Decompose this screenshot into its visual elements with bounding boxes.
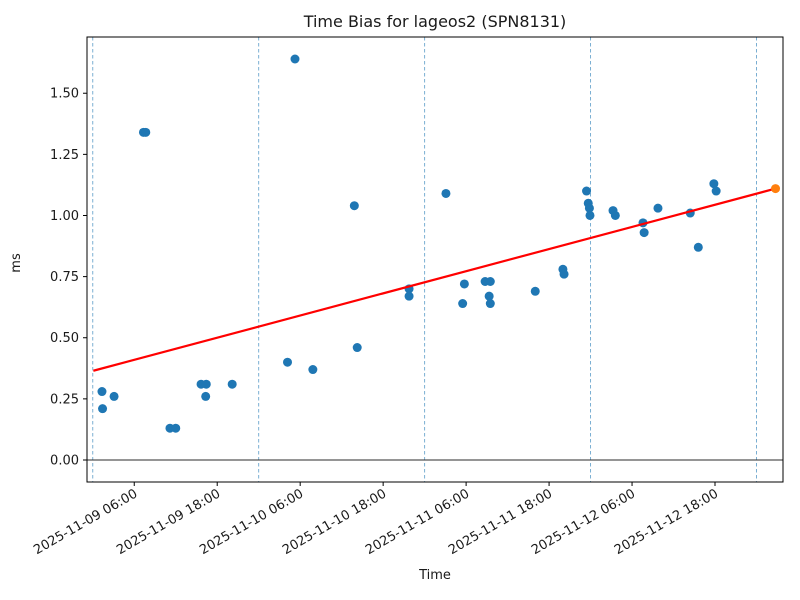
data-point	[141, 127, 151, 137]
data-point	[484, 291, 494, 301]
y-tick-label: 0.75	[50, 270, 79, 285]
y-tick-label: 1.00	[50, 209, 79, 224]
data-point	[610, 210, 620, 220]
prediction-point	[771, 184, 781, 194]
data-point	[485, 277, 495, 287]
data-point	[485, 299, 495, 309]
y-tick-label: 1.25	[50, 148, 79, 163]
data-point	[404, 291, 414, 301]
data-point	[290, 54, 300, 64]
data-point	[693, 242, 703, 252]
data-point	[584, 203, 594, 213]
y-axis-label: ms	[9, 253, 24, 273]
data-point	[98, 404, 108, 414]
x-axis-label: Time	[418, 568, 451, 583]
data-point	[653, 203, 663, 213]
y-tick-label: 1.50	[50, 87, 79, 102]
data-point	[582, 186, 592, 196]
chart-title: Time Bias for lageos2 (SPN8131)	[303, 12, 567, 31]
trend-line	[93, 187, 776, 372]
data-point	[352, 343, 362, 353]
data-point	[585, 210, 595, 220]
data-point	[171, 423, 181, 433]
data-point	[283, 357, 293, 367]
data-point	[559, 269, 569, 279]
y-tick-label: 0.50	[50, 331, 79, 346]
data-point	[308, 365, 318, 375]
data-layer	[93, 54, 781, 433]
data-point	[711, 186, 721, 196]
grid-layer	[87, 37, 783, 482]
plot-border	[86, 36, 784, 483]
data-point	[227, 379, 237, 389]
data-point	[709, 179, 719, 189]
data-point	[459, 279, 469, 289]
data-point	[458, 299, 468, 309]
data-point	[441, 188, 451, 198]
data-point	[201, 391, 211, 401]
data-point	[109, 391, 119, 401]
data-point	[97, 387, 107, 397]
data-point	[639, 228, 649, 238]
data-point	[530, 286, 540, 296]
data-point	[349, 201, 359, 211]
y-tick-label: 0.25	[50, 392, 79, 407]
data-point	[201, 379, 211, 389]
y-tick-label: 0.00	[50, 453, 79, 468]
